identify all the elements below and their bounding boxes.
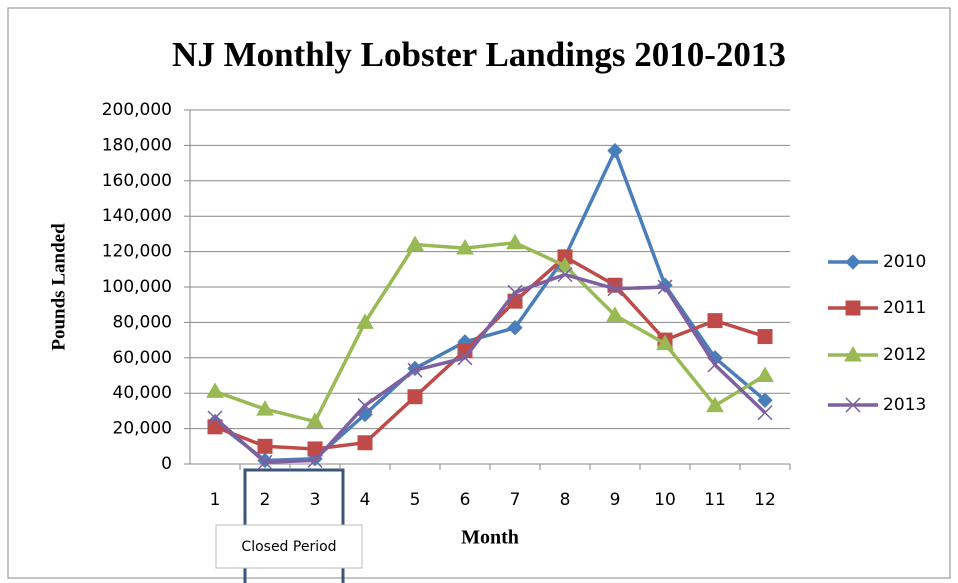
x-tick-label: 5 [410,490,421,510]
data-point [407,389,423,405]
data-point [256,400,274,416]
series-line [214,240,766,424]
data-point [557,267,573,283]
data-point [507,284,523,300]
data-point [657,279,673,295]
data-point [257,454,273,470]
series-line [213,272,767,465]
annotation: Closed Period [241,539,336,555]
data-point [556,256,574,273]
data-point [656,334,674,351]
data-point [757,392,773,408]
x-tick-label: 11 [704,490,726,510]
data-point [707,313,723,329]
x-tick-label: 6 [460,490,471,510]
data-point [607,281,623,297]
data-point [307,452,323,468]
data-point [456,239,474,255]
x-tick-label: 9 [610,490,621,510]
y-tick-label: 160,000 [102,171,172,191]
legend-label: 2012 [883,345,926,365]
y-tick-label: 140,000 [102,206,172,226]
data-point [357,398,373,414]
data-point [357,435,373,451]
y-tick-label: 0 [161,454,172,474]
data-point [406,235,424,252]
y-tick-label: 180,000 [102,135,172,155]
y-tick-label: 40,000 [113,383,172,403]
data-point [257,438,273,454]
legend-label: 2013 [883,395,926,415]
data-point [707,357,723,373]
legend-label: 2010 [883,252,926,272]
data-point [706,396,724,413]
data-point [757,405,773,421]
legend-marker [845,300,861,316]
data-point [506,233,524,250]
x-tick-label: 8 [560,490,571,510]
x-tick-label: 7 [510,490,521,510]
legend-marker [845,254,861,270]
data-point [607,143,623,159]
x-tick-label: 2 [260,490,271,510]
y-tick-label: 120,000 [102,242,172,262]
x-tick-label: 4 [360,490,371,510]
x-tick-label: 12 [754,490,776,510]
y-tick-label: 20,000 [113,419,172,439]
data-point [207,410,223,426]
data-point [457,350,473,366]
y-tick-label: 60,000 [113,348,172,368]
chart-border [7,7,951,579]
data-point [307,441,323,457]
data-point [356,313,374,329]
chart-title: NJ Monthly Lobster Landings 2010-2013 [172,35,786,74]
data-point [606,306,624,322]
data-point [407,362,423,378]
x-tick-label: 1 [210,490,221,510]
legend-label: 2011 [883,298,926,318]
legend-marker [845,397,861,413]
data-point [507,320,523,336]
y-tick-label: 100,000 [102,277,172,297]
data-point [206,382,224,398]
legend-marker [844,345,862,362]
y-tick-label: 200,000 [102,100,172,120]
x-tick-label: 3 [310,490,321,510]
annotation-box [215,524,363,569]
y-tick-label: 80,000 [113,312,172,332]
data-point [756,366,774,382]
x-axis-title: Month [461,527,519,549]
x-tick-label: 10 [654,490,676,510]
y-axis-title: Pounds Landed [48,223,69,351]
data-point [757,329,773,345]
data-point [306,412,324,429]
